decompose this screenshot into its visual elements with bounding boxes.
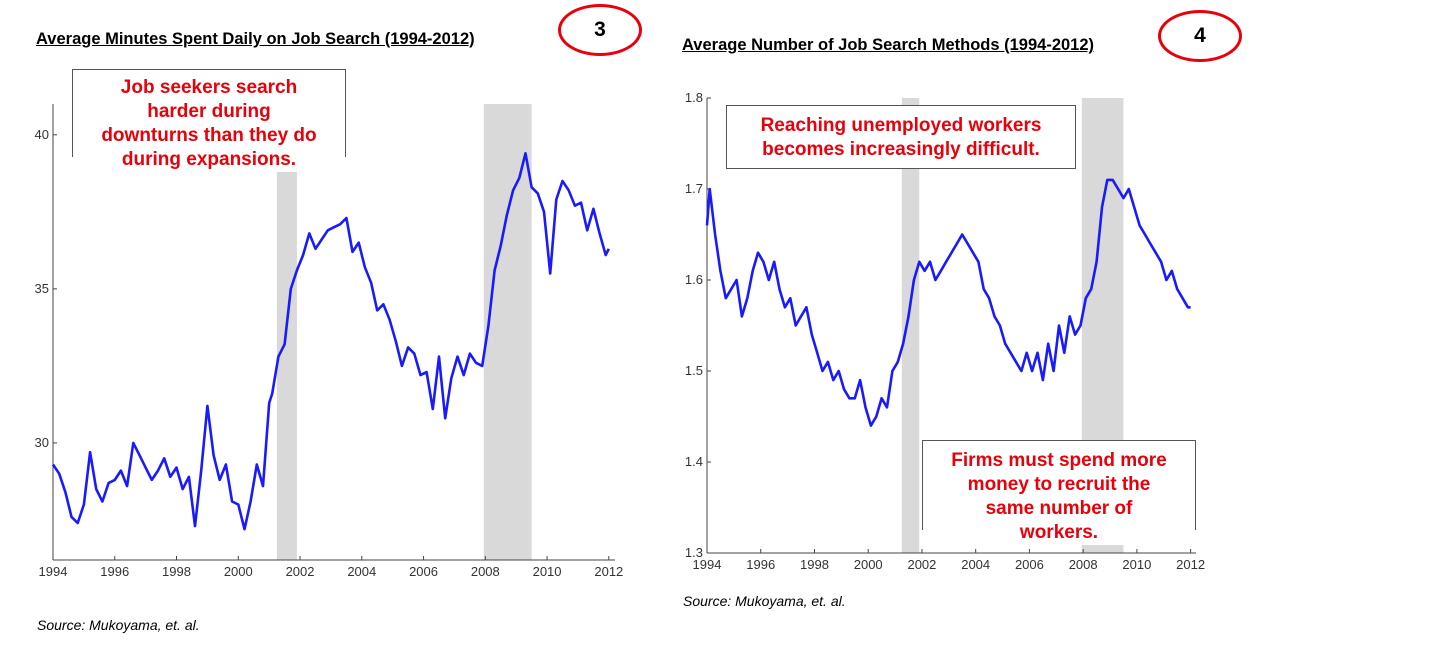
left-note-line-3: downturns than they do [101,125,317,146]
right-x-tick-label-1996: 1996 [746,557,775,572]
left-source: Source: Mukoyama, et. al. [37,617,200,633]
right-number-badge: 4 [1158,10,1242,62]
right-note1-line-1: Reaching unemployed workers [760,115,1042,136]
left-note-line-1: Job seekers search [120,77,298,98]
right-note1-line-2: becomes increasingly difficult. [762,139,1040,160]
right-source: Source: Mukoyama, et. al. [683,593,846,609]
right-top-annotation-box: Reaching unemployed workers becomes incr… [726,105,1076,169]
right-chart-title: Average Number of Job Search Methods (19… [682,36,1095,54]
left-chart-title: Average Minutes Spent Daily on Job Searc… [36,30,475,48]
left-x-tick-label-2010: 2010 [533,564,562,579]
left-note-line-2: harder during [147,101,271,122]
right-x-tick-label-2012: 2012 [1176,557,1205,572]
left-recession-band-2 [483,104,532,560]
left-x-tick-label-2006: 2006 [409,564,438,579]
right-x-tick-label-2008: 2008 [1069,557,1098,572]
right-x-tick-label-2004: 2004 [961,557,990,572]
right-x-tick-label-1994: 1994 [693,557,722,572]
left-x-tick-label-1994: 1994 [39,564,68,579]
right-y-tick-label-1.6: 1.6 [685,272,703,287]
left-note-line-4: during expansions. [73,148,345,172]
right-note2-line-3: same number of [985,498,1133,519]
right-line-chart: 1994 1996 1998 2000 2002 2004 2006 2008 2010 2012… [685,90,1205,572]
right-x-tick-label-2006: 2006 [1015,557,1044,572]
left-x-tick-label-2000: 2000 [224,564,253,579]
right-y-tick-label-1.8: 1.8 [685,90,703,105]
left-series-line-1 [51,152,610,531]
right-y-tick-label-1.7: 1.7 [685,181,703,196]
right-recession-band-1 [901,98,920,553]
left-number-badge: 3 [558,4,642,56]
left-x-tick-label-1998: 1998 [162,564,191,579]
right-x-tick-label-1998: 1998 [800,557,829,572]
left-x-tick-label-2004: 2004 [347,564,376,579]
left-x-tick-label-1996: 1996 [100,564,129,579]
right-x-tick-label-2002: 2002 [907,557,936,572]
left-annotation-box: Job seekers search harder during downtur… [72,69,346,172]
right-note2-line-1: Firms must spend more [951,450,1167,471]
left-line-chart: 1994 1996 1998 2000 2002 2004 2006 2008 2010 2012… [35,104,623,579]
left-y-tick-label-35: 35 [35,281,49,296]
left-x-tick-label-2002: 2002 [286,564,315,579]
right-bottom-annotation-box: Firms must spend more money to recruit t… [922,440,1196,545]
right-y-tick-label-1.4: 1.4 [685,454,703,469]
right-x-tick-label-2010: 2010 [1122,557,1151,572]
right-note2-line-2: money to recruit the [967,474,1151,495]
right-series-line-1 [705,178,1191,427]
right-x-tick-label-2000: 2000 [854,557,883,572]
right-note2-line-4: workers. [923,521,1195,545]
right-y-tick-label-1.5: 1.5 [685,363,703,378]
left-x-tick-label-2012: 2012 [594,564,623,579]
right-y-tick-label-1.3: 1.3 [685,545,703,560]
left-y-tick-label-40: 40 [35,127,49,142]
left-y-tick-label-30: 30 [35,435,49,450]
left-x-tick-label-2008: 2008 [471,564,500,579]
